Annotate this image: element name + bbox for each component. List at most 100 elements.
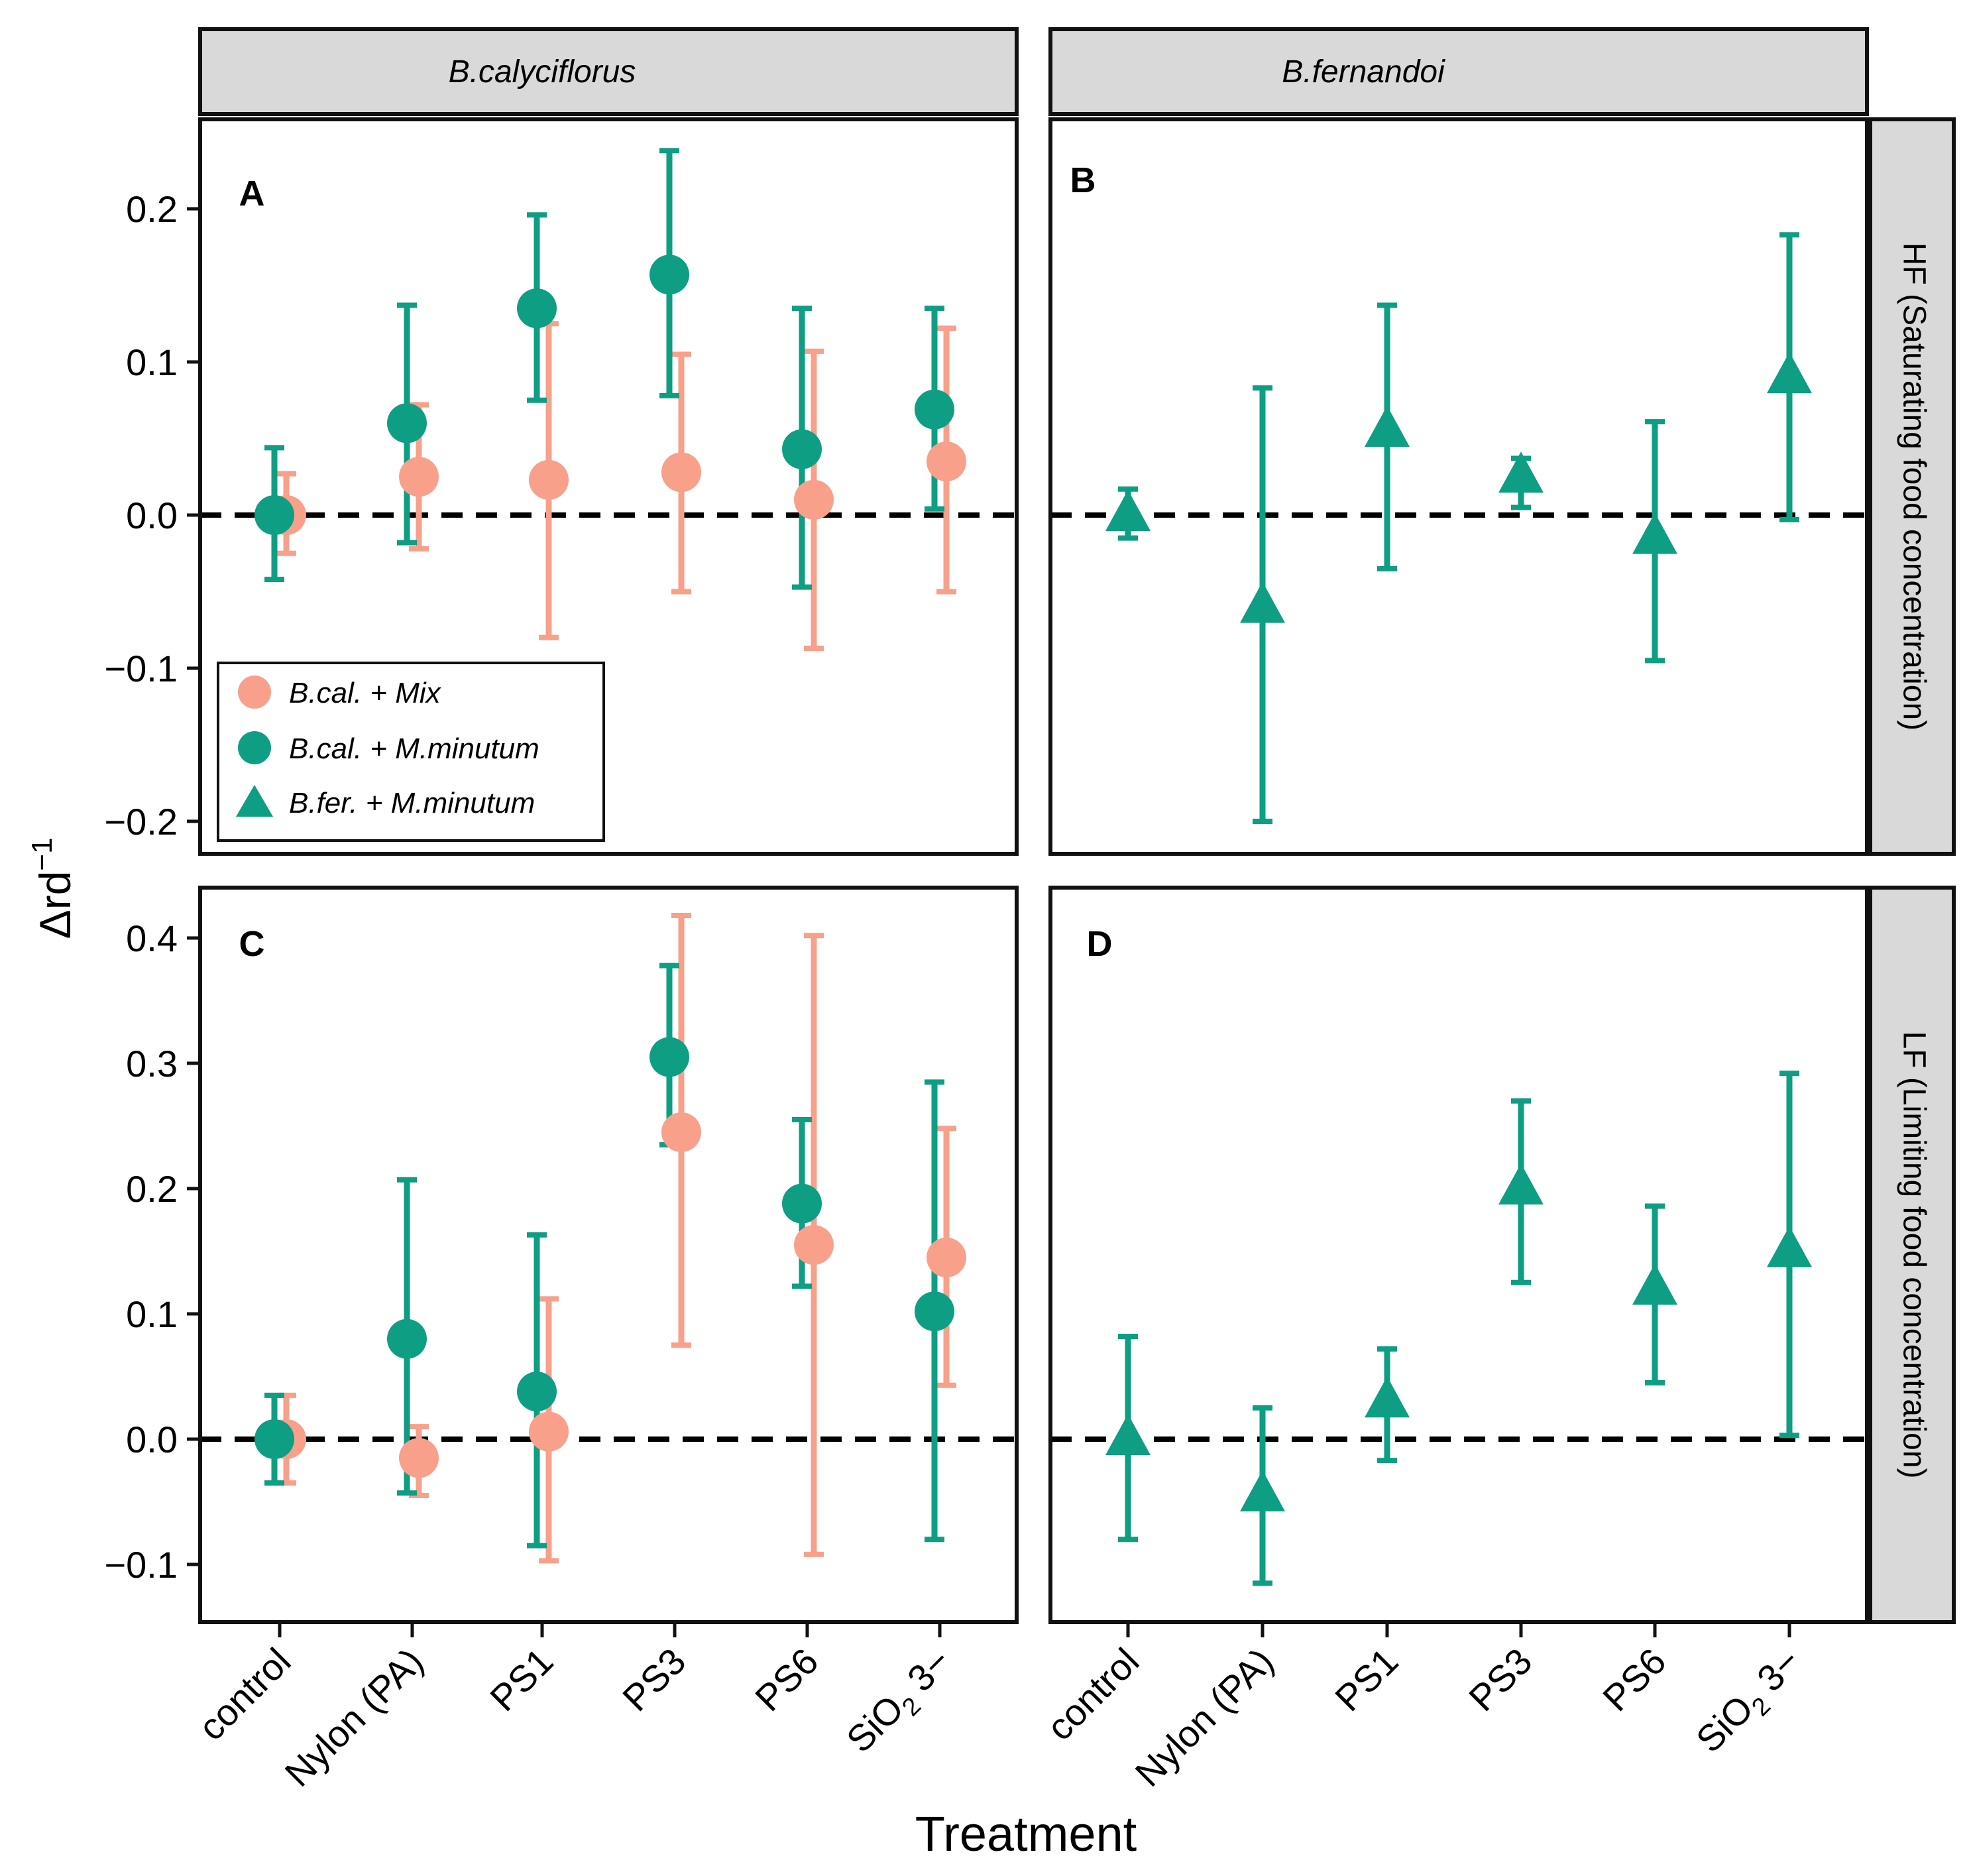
y-tick-label: 0.2	[126, 1168, 178, 1210]
point-triangle-minutum	[1365, 1376, 1410, 1418]
legend-item-mix: B.cal. + Mix	[238, 675, 442, 709]
panel-c-frame	[198, 886, 1019, 1624]
panel-c-background	[200, 888, 1017, 1622]
panel-letter: A	[239, 174, 265, 213]
point-minutum	[254, 1419, 294, 1459]
legend-label-mix: B.cal. + Mix	[289, 677, 442, 709]
x-tick-label: SiO2 3−	[838, 1640, 964, 1765]
y-axis-bottom: −0.1 0.0 0.1 0.2 0.3 0.4	[104, 917, 200, 1586]
panel-letter: C	[239, 924, 265, 964]
x-tick-label: PS6	[1595, 1640, 1673, 1719]
panel-c: C	[198, 886, 1019, 1624]
legend-item-cal-minutum: B.cal. + M.minutum	[238, 731, 539, 765]
row-strip-bg-bottom	[1868, 886, 1956, 1624]
point-triangle-minutum	[1105, 1414, 1151, 1455]
x-tick-label: PS3	[1461, 1640, 1540, 1719]
x-tick-label: PS1	[482, 1640, 561, 1719]
row-strip-label-top: HF (Saturating food concentration)	[1896, 243, 1931, 731]
legend-key-fer-minutum	[236, 785, 273, 817]
point-mix	[927, 1237, 966, 1277]
point-triangle-minutum	[1240, 581, 1285, 623]
point-mix	[794, 479, 834, 520]
legend-item-fer-minutum: B.fer. + M.minutum	[236, 785, 535, 819]
point-mix	[927, 441, 966, 482]
point-minutum	[387, 1319, 427, 1359]
y-tick-label: 0.2	[126, 188, 178, 230]
point-minutum	[517, 1372, 557, 1412]
point-mix	[661, 1112, 701, 1152]
point-triangle-minutum	[1767, 352, 1812, 394]
point-minutum	[387, 403, 427, 443]
strip-header-left: B.calyciflorus	[198, 27, 1019, 116]
y-axis-title-superscript: −1	[26, 838, 58, 871]
y-axis-top: −0.2 −0.1 0.0 0.1 0.2	[104, 188, 200, 843]
x-tick-label: PS1	[1327, 1640, 1406, 1719]
x-tick-label: Nylon (PA)	[1127, 1640, 1281, 1794]
x-tick-label: Nylon (PA)	[276, 1640, 431, 1794]
y-tick-label: 0.0	[126, 1419, 178, 1460]
y-tick-label: 0.4	[126, 917, 178, 959]
point-triangle-minutum	[1240, 1470, 1285, 1512]
x-axis-title: Treatment	[915, 1806, 1137, 1861]
y-tick-label: 0.0	[126, 495, 178, 536]
panel-a-frame	[198, 117, 1019, 856]
point-triangle-minutum	[1632, 1263, 1677, 1305]
point-triangle-minutum	[1767, 1226, 1812, 1267]
y-axis-title-group: Δrd−1	[26, 838, 80, 939]
row-strip-bg-top	[1868, 117, 1956, 856]
y-tick-label: 0.1	[126, 341, 178, 383]
point-triangle-minutum	[1105, 490, 1151, 531]
panel-d: D	[1048, 886, 1869, 1624]
legend-key-cal-minutum	[238, 731, 271, 764]
point-minutum	[782, 1183, 822, 1224]
strip-bg-right	[1048, 27, 1869, 116]
point-mix	[661, 452, 701, 493]
row-strip-top: HF (Saturating food concentration)	[1868, 117, 1956, 856]
point-minutum	[517, 288, 557, 329]
x-tick-label: PS6	[747, 1640, 826, 1719]
point-mix	[794, 1225, 834, 1265]
point-mix	[399, 457, 439, 497]
legend-box	[217, 662, 605, 842]
point-triangle-minutum	[1632, 512, 1677, 554]
y-tick-label: −0.1	[104, 648, 178, 689]
legend-key-mix	[238, 675, 271, 709]
x-tick-label: control	[1039, 1640, 1147, 1748]
y-tick-label: 0.1	[126, 1293, 178, 1335]
panel-b-frame	[1048, 117, 1869, 856]
y-tick-label: 0.3	[126, 1043, 178, 1085]
y-axis-title-main: Δrd	[30, 871, 80, 939]
legend-label-cal-minutum: B.cal. + M.minutum	[289, 733, 539, 765]
y-axis-title: Δrd−1	[26, 838, 80, 939]
legend: B.cal. + Mix B.cal. + M.minutum B.fer. +…	[217, 662, 605, 842]
y-tick-label: −0.2	[104, 801, 178, 843]
y-tick-label: −0.1	[104, 1544, 178, 1586]
point-minutum	[649, 1037, 689, 1077]
point-mix	[529, 1411, 569, 1452]
x-tick-label: SiO2 3−	[1688, 1640, 1813, 1765]
strip-header-right: B.fernandoi	[1048, 27, 1869, 116]
panel-letter: D	[1087, 924, 1113, 964]
panel-b: B	[1048, 117, 1869, 856]
point-minutum	[782, 429, 822, 469]
legend-label-fer-minutum: B.fer. + M.minutum	[289, 787, 535, 819]
strip-label-left: B.calyciflorus	[449, 54, 636, 89]
strip-bg-left	[198, 27, 1019, 116]
point-minutum	[254, 495, 294, 535]
x-tick-label: PS3	[614, 1640, 693, 1719]
panel-letter: B	[1070, 160, 1096, 200]
point-minutum	[915, 389, 954, 430]
panel-d-background	[1050, 888, 1867, 1622]
point-minutum	[915, 1291, 954, 1332]
point-minutum	[649, 255, 689, 295]
point-triangle-minutum	[1498, 451, 1544, 493]
point-triangle-minutum	[1365, 405, 1410, 447]
point-mix	[399, 1438, 439, 1478]
panel-d-frame	[1048, 886, 1869, 1624]
x-tick-label: control	[190, 1640, 298, 1748]
row-strip-bottom: LF (Limiting food concentration)	[1868, 886, 1956, 1624]
point-mix	[529, 459, 569, 500]
